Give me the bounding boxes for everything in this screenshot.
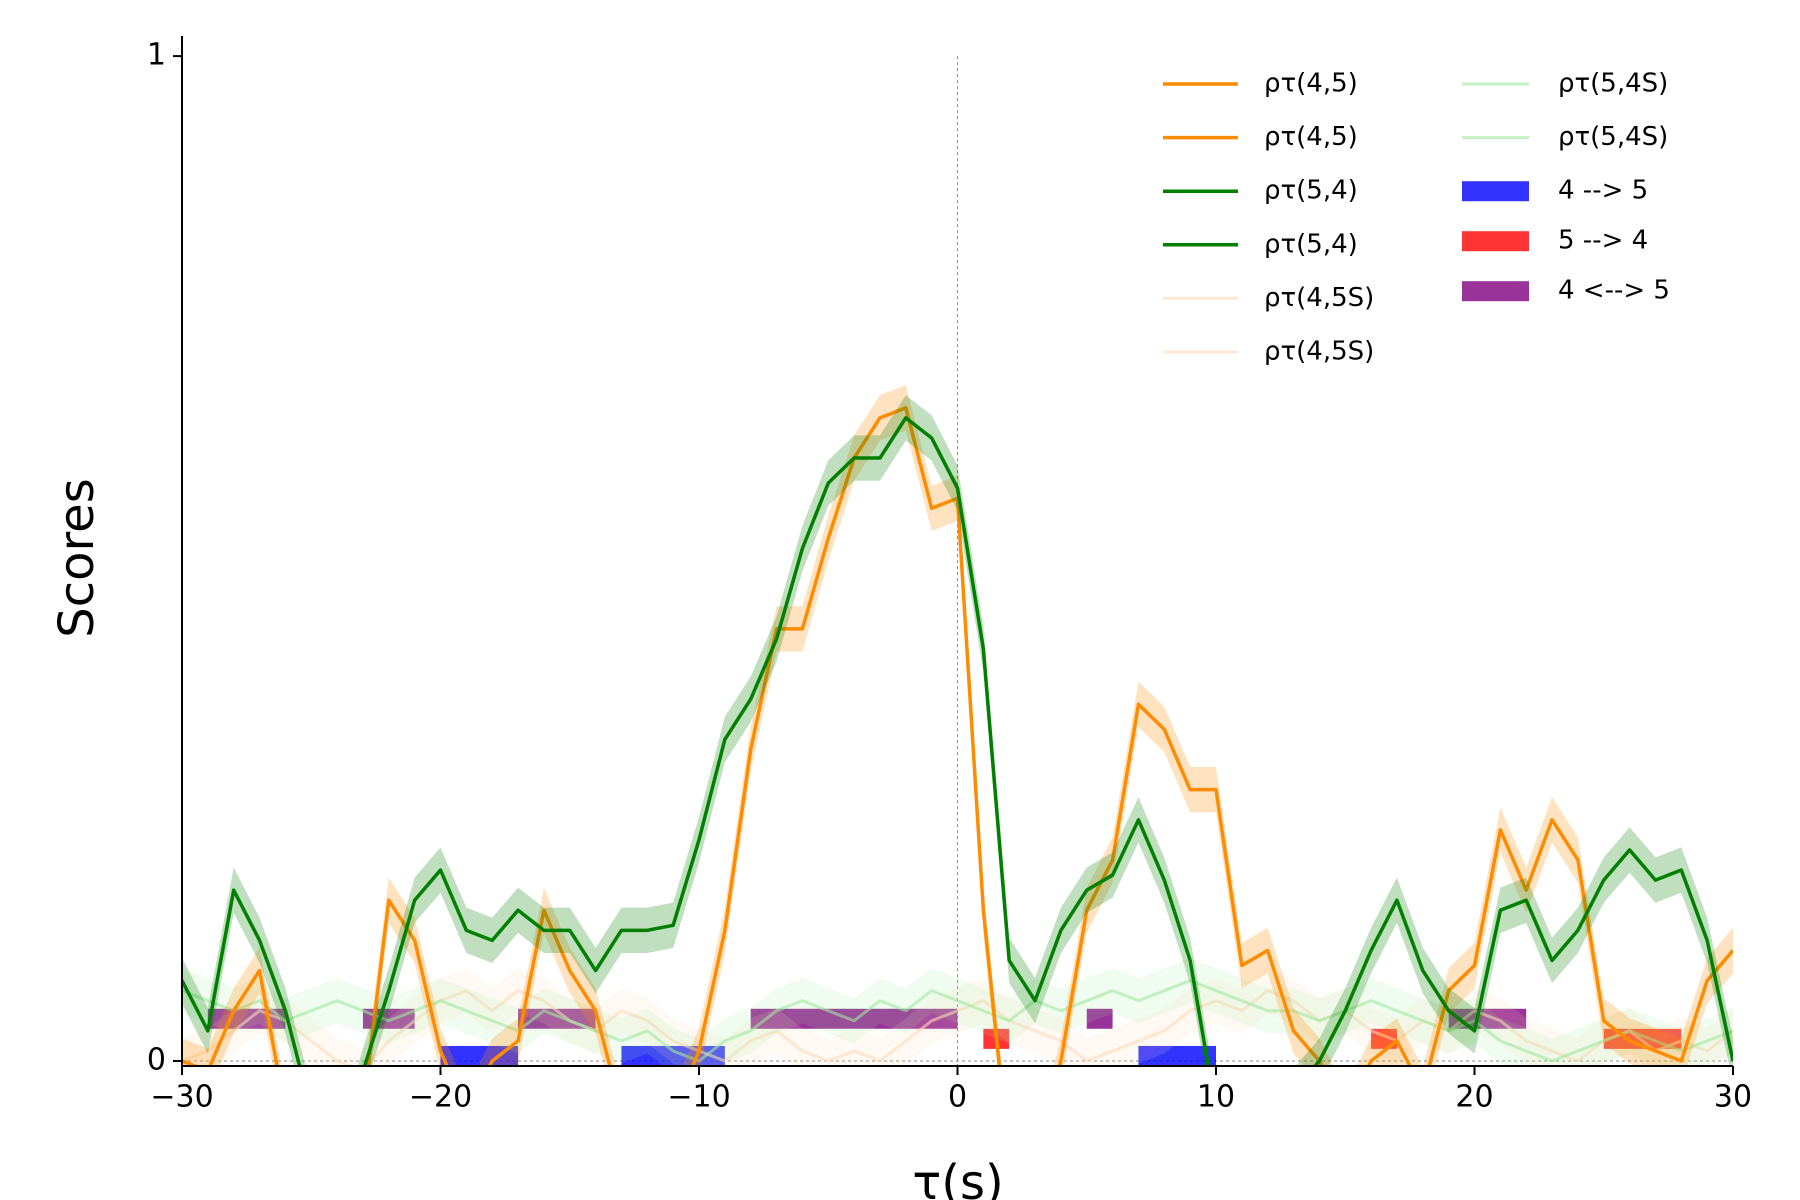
y-tick-label: 1 xyxy=(147,38,166,73)
direction-span xyxy=(750,1008,958,1029)
error-band xyxy=(182,957,1733,1066)
x-tick-label: 20 xyxy=(1455,1080,1493,1115)
legend-swatch xyxy=(1462,231,1529,252)
x-tick-label: 30 xyxy=(1714,1080,1752,1115)
x-tick-label: −10 xyxy=(667,1080,730,1115)
legend-label: ρτ(5,4S) xyxy=(1558,69,1668,99)
legend-label: ρτ(5,4) xyxy=(1264,229,1358,259)
axes: −30 −20 −10 0 10 20 30 0 1 xyxy=(147,36,1752,1115)
legend-label: 4 <--> 5 xyxy=(1558,276,1670,306)
legend-label: ρτ(4,5) xyxy=(1264,122,1358,152)
x-tick-label: −30 xyxy=(150,1080,213,1115)
legend-swatch xyxy=(1462,181,1529,202)
x-tick-label: 10 xyxy=(1197,1080,1235,1115)
legend-label: ρτ(4,5S) xyxy=(1264,283,1374,313)
legend-label: ρτ(4,5) xyxy=(1264,69,1358,99)
x-axis-title: τ(s) xyxy=(912,1155,1003,1200)
legend-label: ρτ(5,4S) xyxy=(1558,122,1668,152)
error-band xyxy=(182,967,1733,1066)
series-line xyxy=(182,979,1733,1063)
legend-label: ρτ(5,4) xyxy=(1264,176,1358,206)
legend-label: 5 --> 4 xyxy=(1558,226,1648,256)
direction-span xyxy=(1086,1008,1113,1029)
legend-label: ρτ(4,5S) xyxy=(1264,337,1374,367)
legend: ρτ(4,5) ρτ(4,5) ρτ(5,4) ρτ(5,4) ρτ(4,5S) ρτ(4… xyxy=(1163,69,1670,367)
y-tick-label: 0 xyxy=(147,1042,166,1077)
x-tick-label: −20 xyxy=(409,1080,472,1115)
direction-span xyxy=(440,1045,519,1066)
x-tick-label: 0 xyxy=(948,1080,967,1115)
legend-swatch xyxy=(1462,281,1529,302)
series-line xyxy=(182,416,1733,1066)
legend-label: 4 --> 5 xyxy=(1558,176,1648,206)
direction-span xyxy=(1138,1045,1216,1066)
plot-area xyxy=(182,56,1733,1066)
y-axis-title: Scores xyxy=(49,478,105,637)
